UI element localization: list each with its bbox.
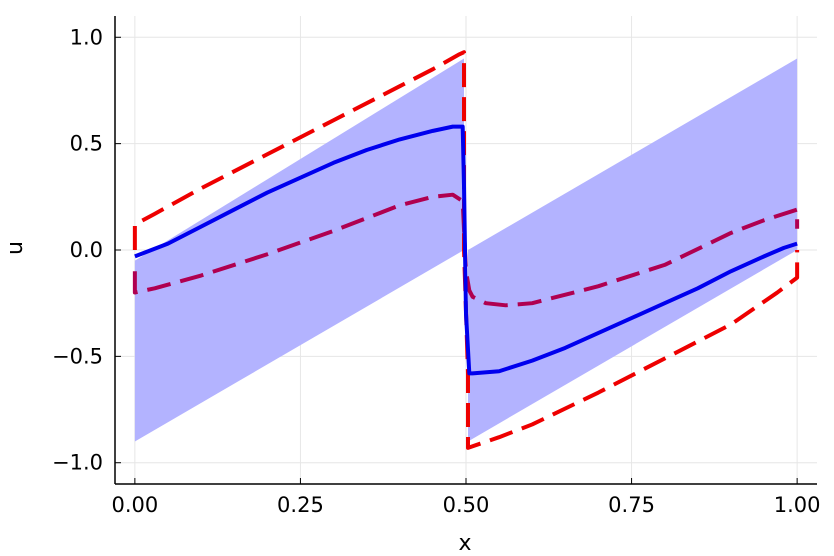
x-tick-label: 0.50 (443, 493, 490, 517)
y-tick-label: −0.5 (52, 344, 103, 368)
x-tick-label: 0.25 (277, 493, 324, 517)
series-layer (132, 50, 800, 450)
series-line-0 (134, 124, 798, 376)
band-layer (134, 58, 798, 442)
x-axis-title: x (458, 531, 471, 556)
x-tick-label: 1.00 (774, 493, 821, 517)
y-tick-labels: −1.0 −0.5 0.0 0.5 1.0 (52, 25, 103, 474)
y-tick-label: −1.0 (52, 451, 103, 475)
x-tick-labels: 0.00 0.25 0.50 0.75 1.00 (111, 493, 820, 517)
y-axis-title: u (3, 241, 28, 255)
series-line-2 (132, 192, 800, 308)
x-tick-label: 0.75 (608, 493, 655, 517)
x-tick-label: 0.00 (111, 493, 158, 517)
band-segment-1 (467, 58, 798, 442)
band-segment-0 (134, 58, 465, 442)
y-tick-label: 1.0 (70, 25, 103, 49)
axes (114, 16, 817, 485)
y-tick-label: 0.0 (70, 238, 103, 262)
y-tick-label: 0.5 (70, 132, 103, 156)
